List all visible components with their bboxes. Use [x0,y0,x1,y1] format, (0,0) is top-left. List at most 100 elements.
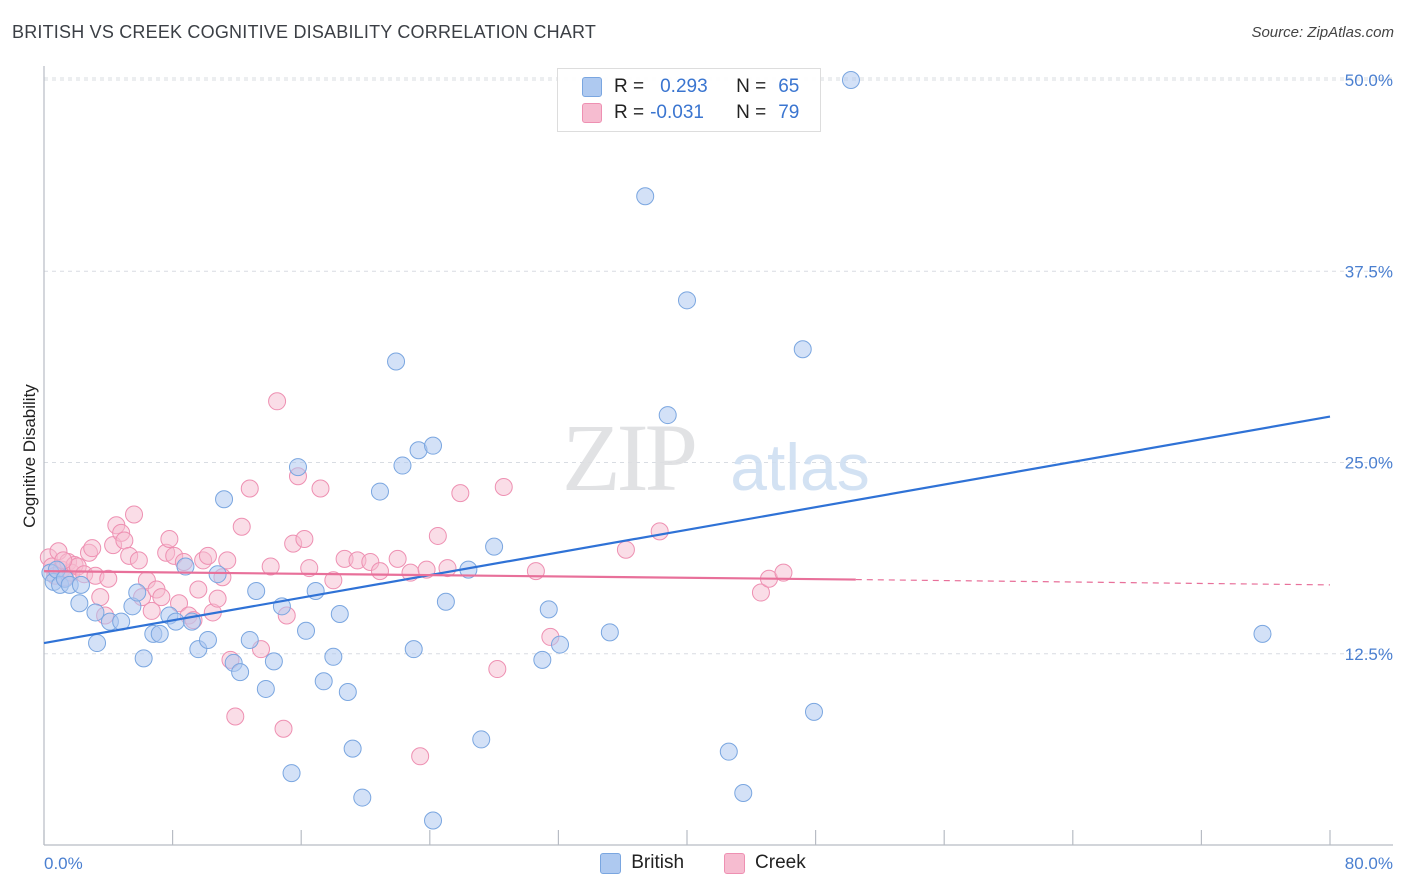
chart-title: BRITISH VS CREEK COGNITIVE DISABILITY CO… [12,22,597,42]
creek-point [274,719,293,738]
x-tick-label: 0.0% [44,854,83,873]
legend-r-label: R = [614,102,645,123]
british-point [198,630,217,649]
legend-row-british: R = 0.293 N = 65 [558,74,799,100]
legend-n-value: 79 [778,102,800,123]
british-point [247,582,266,601]
x-tick-label: 80.0% [1345,854,1393,873]
y-tick-label: 37.5% [1345,262,1393,281]
axes [43,66,1393,846]
creek-point [142,601,161,620]
creek-point [428,526,447,545]
trend-lines [43,415,1331,645]
creek-point [170,594,189,613]
creek-point [388,549,407,568]
british-legend-label: British [631,852,685,873]
british-point [343,739,362,758]
british-point [256,679,275,698]
bottom-legend-british[interactable]: British [600,852,684,874]
creek-point [91,588,110,607]
british-point [841,71,860,89]
creek-point [411,747,430,766]
british-point [297,621,316,640]
creek-point [218,551,237,570]
british-point [424,811,443,830]
watermark-zip: ZIP [562,404,695,511]
british-legend-swatch [600,852,622,874]
creek-point [198,546,217,565]
creek-point [616,540,635,559]
legend-row-creek: R = -0.031 N = 79 [558,100,799,126]
legend-n-label: N = [736,102,767,123]
british-point [215,490,234,509]
british-points [41,71,1272,830]
watermark-atlas: atlas [730,430,869,504]
creek-point [160,530,179,548]
bottom-legend: British Creek [0,852,1406,874]
british-point [472,730,491,749]
creek-point [261,557,280,576]
watermark: ZIP atlas [562,404,870,511]
grid-lines [44,77,1393,655]
bottom-legend-creek[interactable]: Creek [724,852,806,874]
source-label: Source: ZipAtlas.com [1251,24,1394,41]
y-tick-label: 50.0% [1345,71,1393,90]
legend: R = 0.293 N = 65 R = -0.031 N = 79 [557,68,821,132]
british-point [264,652,283,671]
british-point [71,575,90,594]
british-trend-line [43,415,1331,645]
british-point [719,742,738,761]
british-point [134,649,153,668]
creek-point [232,517,251,536]
y-tick-label: 12.5% [1345,645,1393,664]
british-point [208,565,227,584]
creek-point [324,571,343,590]
british-point [678,291,696,310]
creek-point [240,479,259,498]
creek-trend-extension [855,578,1331,586]
british-point [70,594,89,613]
creek-legend-swatch [724,852,746,874]
creek-point [774,563,793,582]
creek-swatch [582,103,602,123]
creek-point [226,707,245,726]
british-point [539,600,558,619]
british-point [793,340,812,359]
british-point [128,583,147,602]
british-point [176,557,195,576]
british-point [600,623,619,642]
british-point [150,624,169,643]
creek-point [115,531,134,550]
british-point [86,603,105,622]
creek-point [83,539,102,558]
british-point [734,783,753,802]
creek-point [451,484,470,503]
creek-point [152,588,171,607]
british-point [387,352,406,371]
creek-point [300,559,319,578]
creek-legend-label: Creek [755,852,806,873]
creek-point [311,479,330,498]
british-point [658,406,677,425]
british-point [353,788,372,807]
british-point [485,537,504,556]
creek-point [650,522,669,541]
british-point [288,458,307,477]
british-swatch [582,77,602,97]
creek-point [370,562,389,581]
creek-point [125,505,144,524]
british-point [338,683,357,701]
legend-n-label: N = [736,76,767,97]
british-point [282,764,301,783]
british-point [324,647,343,666]
british-point [240,630,259,649]
british-point [314,672,333,691]
british-point [804,702,823,721]
tick-labels: 12.5% 25.0% 37.5% 50.0% 0.0% 80.0% [44,71,1393,873]
creek-point [295,530,314,548]
creek-point [494,477,513,496]
legend-r-value: -0.031 [650,102,704,123]
y-tick-label: 25.0% [1345,454,1393,473]
british-point [533,650,552,669]
